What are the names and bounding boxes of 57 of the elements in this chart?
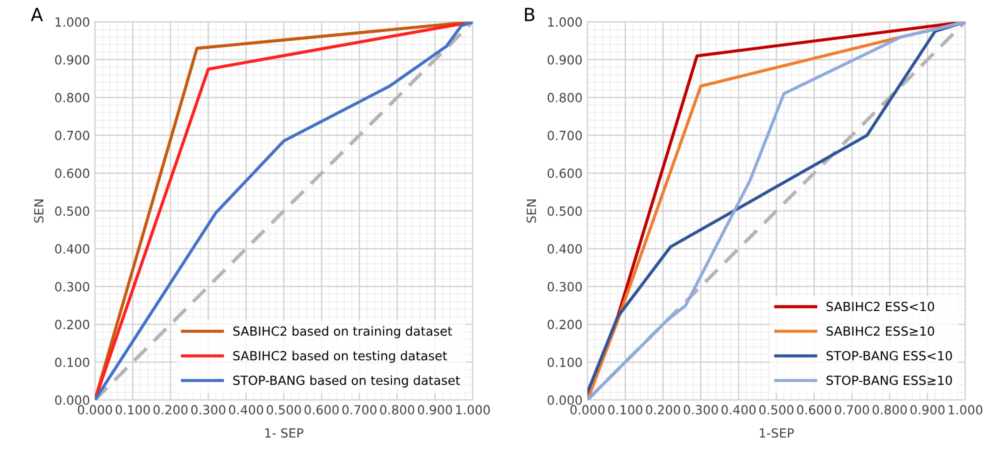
x-tick-label: 0.500 [266, 405, 301, 414]
y-tick-label: 0.500 [55, 206, 90, 216]
y-tick-label: 0.200 [548, 320, 582, 330]
y-tick-label: 0.100 [548, 358, 582, 368]
x-tick-label: 0.800 [872, 405, 907, 414]
y-tick-label: 1.000 [548, 17, 582, 27]
y-tick-label: 0.600 [548, 168, 582, 178]
y-tick-label: 0.700 [55, 130, 90, 140]
y-tick-label: 0.400 [55, 244, 90, 254]
x-tick-label: 0.200 [153, 405, 188, 414]
y-tick-label: 0.000 [548, 395, 582, 405]
y-axis-title: SEN [526, 200, 536, 223]
y-tick-label: 0.500 [548, 206, 582, 216]
legend-label: STOP-BANG ESS≥10 [826, 376, 952, 386]
x-tick-label: 0.200 [646, 405, 680, 414]
x-tick-label: 1.000 [456, 405, 490, 414]
x-tick-label: 0.900 [418, 405, 452, 414]
chart-title: A [30, 8, 43, 22]
x-tick-label: 0.800 [380, 405, 414, 414]
legend-label: SABIHC2 ESS≥10 [826, 326, 934, 336]
x-axis-title: 1-SEP [760, 428, 794, 438]
y-tick-label: 0.800 [55, 92, 90, 102]
x-tick-label: 0.100 [116, 405, 150, 414]
x-tick-label: 0.700 [834, 405, 869, 414]
x-tick-label: 0.700 [342, 405, 376, 414]
x-tick-label: 0.400 [228, 405, 264, 414]
y-tick-label: 0.300 [55, 282, 90, 292]
y-tick-label: 0.400 [548, 244, 582, 254]
x-tick-label: 0.900 [910, 405, 945, 414]
x-tick-label: 0.600 [304, 405, 339, 414]
y-tick-label: 0.900 [548, 55, 582, 65]
y-tick-label: 1.000 [56, 17, 90, 27]
y-tick-label: 0.200 [55, 320, 90, 330]
legend-label: STOP-BANG ESS<10 [826, 350, 952, 360]
y-tick-label: 0.700 [548, 130, 582, 140]
x-tick-label: 0.300 [191, 405, 226, 414]
y-axis-title: SEN [34, 200, 44, 223]
legend-label: SABIHC2 ESS<10 [826, 302, 934, 312]
y-tick-label: 0.800 [548, 92, 582, 102]
x-tick-label: 0.500 [759, 405, 794, 414]
x-tick-label: 1.000 [948, 405, 982, 414]
x-axis-title: 1- SEP [265, 428, 304, 438]
legend-label: STOP-BANG based on tesing dataset [233, 375, 460, 388]
y-tick-label: 0.100 [55, 358, 90, 368]
y-tick-label: 0.000 [55, 395, 90, 405]
x-tick-label: 0.000 [78, 405, 112, 414]
x-tick-label: 0.000 [570, 405, 605, 414]
legend-label: SABIHC2 based on training dataset [233, 326, 452, 338]
x-tick-label: 0.300 [684, 405, 718, 414]
y-tick-label: 0.600 [55, 168, 90, 178]
chart-title: B [525, 8, 534, 22]
y-tick-label: 0.900 [55, 55, 90, 65]
legend-label: SABIHC2 based on testing dataset [233, 350, 448, 363]
x-tick-label: 0.600 [797, 405, 832, 414]
x-tick-label: 0.400 [722, 405, 756, 414]
x-tick-label: 0.100 [608, 405, 642, 414]
y-tick-label: 0.300 [548, 282, 582, 292]
